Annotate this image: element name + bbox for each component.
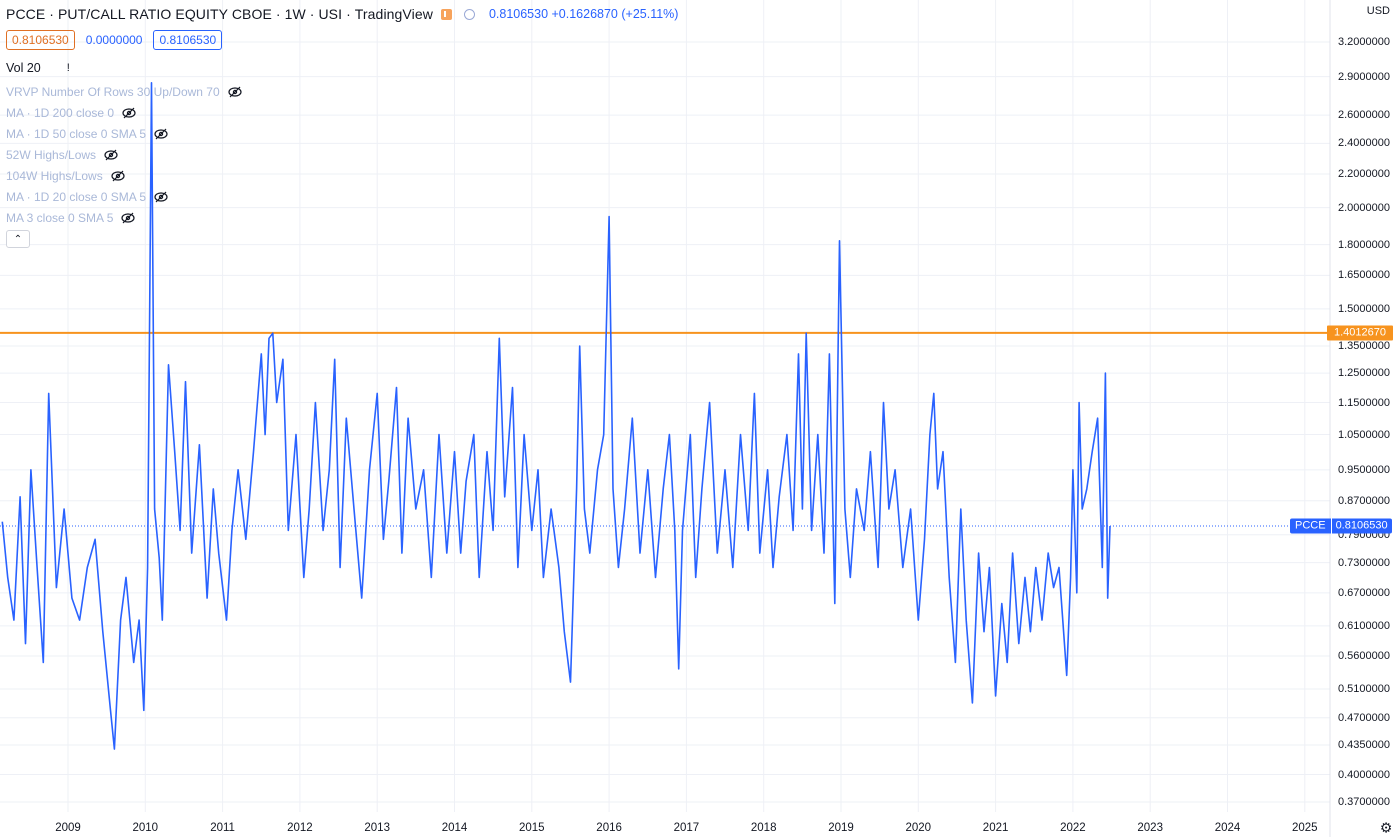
indicator-row[interactable]: VRVP Number Of Rows 30 Up/Down 70	[6, 81, 678, 102]
time-tick-label: 2023	[1137, 822, 1163, 834]
eye-off-icon[interactable]	[154, 127, 168, 141]
time-tick-label: 2024	[1214, 822, 1241, 834]
price-tick-label: 2.4000000	[1338, 137, 1390, 150]
price-tick-label: 0.6700000	[1338, 586, 1390, 599]
chart-legend: PCCE · PUT/CALL RATIO EQUITY CBOE · 1W ·…	[6, 5, 678, 248]
price-tick-label: 0.9500000	[1338, 463, 1390, 476]
data-source: TradingView	[354, 6, 433, 22]
price-tick-label: 1.5000000	[1338, 302, 1390, 315]
currency-label[interactable]: USD	[1366, 5, 1390, 17]
time-tick-label: 2017	[673, 822, 700, 834]
eye-off-icon[interactable]	[122, 106, 136, 120]
price-tick-label: 1.6500000	[1338, 269, 1390, 282]
indicator-row[interactable]: MA · 1D 50 close 0 SMA 5	[6, 123, 678, 144]
price-tick-label: 2.6000000	[1338, 109, 1390, 122]
vertical-gridlines	[67, 0, 1306, 812]
price-tick-label: 1.2500000	[1338, 367, 1390, 380]
price-tick-label: 0.5100000	[1338, 682, 1390, 695]
eye-off-icon[interactable]	[228, 85, 242, 99]
price-tick-label: 2.2000000	[1338, 167, 1390, 180]
symbol-title-row[interactable]: PCCE · PUT/CALL RATIO EQUITY CBOE · 1W ·…	[6, 5, 678, 23]
price-label-symbol: PCCE	[1290, 518, 1331, 534]
clock-icon	[463, 8, 475, 20]
close-value-box: 0.8106530	[153, 30, 223, 50]
eye-off-icon[interactable]	[154, 190, 168, 204]
symbol-name[interactable]: PCCE	[6, 6, 46, 22]
indicator-label: MA · 1D 200 close 0	[6, 105, 115, 120]
eye-off-icon[interactable]	[121, 211, 135, 225]
pcce-series-line	[1, 82, 1111, 750]
last-price-label: PCCE 0.8106530	[1290, 518, 1392, 534]
price-tick-label: 1.0500000	[1338, 428, 1390, 441]
price-tick-label: 0.4700000	[1338, 711, 1390, 724]
horizontal-line-label: 1.4012670	[1327, 325, 1393, 341]
price-tick-label: 1.1500000	[1338, 396, 1390, 409]
price-tick-label: 3.2000000	[1338, 36, 1390, 48]
chevron-up-icon: ⌃	[13, 233, 23, 245]
price-tick-label: 0.7300000	[1338, 556, 1390, 569]
indicator-row[interactable]: MA · 1D 20 close 0 SMA 5	[6, 186, 678, 207]
separator-dot: ·	[346, 6, 351, 22]
time-tick-label: 2013	[364, 822, 390, 834]
indicator-list: VRVP Number Of Rows 30 Up/Down 70 MA · 1D…	[6, 81, 678, 228]
symbol-interval[interactable]: 1W	[284, 6, 306, 22]
time-tick-label: 2018	[750, 822, 777, 834]
gear-icon[interactable]: ⚙	[1379, 819, 1393, 836]
price-change: 0.8106530 +0.1626870 (+25.11%)	[488, 7, 679, 21]
time-tick-label: 2020	[905, 822, 932, 834]
time-tick-label: 2009	[55, 822, 81, 834]
price-axis[interactable]: USD 3.2000000 2.9000000 2.6000000 2.4000000…	[1330, 0, 1400, 837]
warning-icon[interactable]: !	[66, 62, 70, 74]
price-label-value: 0.8106530	[1331, 518, 1392, 534]
indicator-label: MA 3 close 0 SMA 5	[6, 210, 114, 225]
indicator-row[interactable]: 52W Highs/Lows	[6, 144, 678, 165]
price-tick-label: 0.8700000	[1338, 494, 1390, 507]
indicator-label: VRVP Number Of Rows 30 Up/Down 70	[6, 84, 220, 99]
eye-off-icon[interactable]	[111, 169, 125, 183]
symbol-exchange: USI	[318, 6, 343, 22]
price-tick-label: 0.6100000	[1338, 619, 1390, 632]
volume-label: Vol 20	[6, 61, 41, 75]
open-value-box: 0.8106530	[6, 30, 75, 50]
indicator-label: MA · 1D 50 close 0 SMA 5	[6, 126, 147, 141]
price-tick-label: 0.5600000	[1338, 650, 1390, 662]
value-boxes: 0.8106530 0.0000000 0.8106530	[6, 29, 678, 51]
time-tick-label: 2021	[982, 822, 1009, 834]
indicator-row[interactable]: MA 3 close 0 SMA 5	[6, 207, 678, 228]
eye-off-icon[interactable]	[104, 148, 118, 162]
indicator-label: 104W Highs/Lows	[6, 168, 103, 183]
flag-icon[interactable]	[440, 8, 452, 20]
price-tick-label: 0.3700000	[1338, 796, 1390, 808]
indicator-label: 52W Highs/Lows	[6, 147, 97, 162]
time-tick-label: 2025	[1292, 822, 1318, 834]
time-tick-label: 2016	[596, 822, 622, 834]
time-tick-label: 2022	[1060, 822, 1086, 834]
symbol-description: PUT/CALL RATIO EQUITY CBOE	[57, 6, 272, 22]
indicator-row[interactable]: MA · 1D 200 close 0	[6, 102, 678, 123]
indicator-row[interactable]: 104W Highs/Lows	[6, 165, 678, 186]
time-tick-label: 2011	[210, 822, 235, 834]
time-tick-label: 2014	[441, 822, 468, 834]
price-tick-label: 2.0000000	[1338, 201, 1390, 214]
price-tick-label: 1.8000000	[1338, 238, 1390, 251]
price-tick-label: 0.4350000	[1338, 738, 1390, 751]
separator-dot: ·	[49, 6, 54, 22]
separator-dot: ·	[275, 6, 281, 22]
collapse-legend-button[interactable]: ⌃	[6, 230, 30, 248]
change-value: 0.0000000	[85, 33, 143, 47]
price-tick-label: 0.4000000	[1338, 768, 1390, 781]
time-tick-label: 2010	[132, 822, 159, 834]
time-tick-label: 2019	[828, 822, 854, 834]
time-tick-label: 2015	[519, 822, 545, 834]
indicator-label: MA · 1D 20 close 0 SMA 5	[6, 189, 147, 204]
separator-dot: ·	[309, 6, 315, 22]
price-tick-label: 1.3500000	[1338, 340, 1390, 353]
price-tick-label: 2.9000000	[1338, 70, 1390, 83]
time-tick-label: 2012	[287, 822, 313, 834]
volume-indicator-row[interactable]: Vol 20 !	[6, 59, 678, 77]
